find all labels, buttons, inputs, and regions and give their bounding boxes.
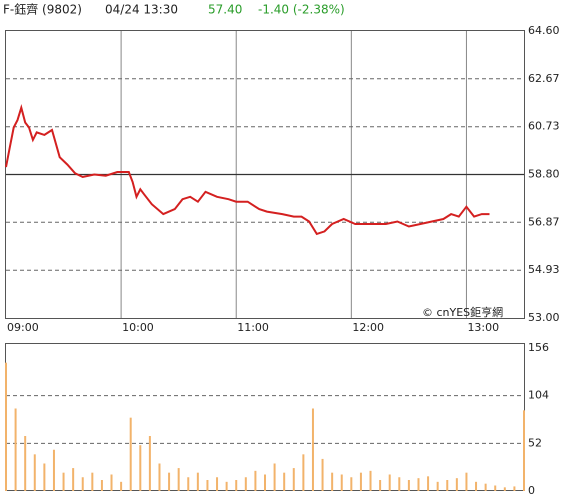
volume-bar — [244, 477, 247, 491]
volume-bar — [513, 486, 516, 491]
y-tick-label: 53.00 — [528, 311, 560, 324]
volume-bar — [216, 477, 219, 491]
x-tick-label: 10:00 — [122, 321, 154, 334]
volume-bar — [206, 480, 209, 491]
volume-bar — [455, 478, 458, 491]
y-tick-label: 64.60 — [528, 24, 560, 37]
volume-bar — [187, 477, 190, 491]
volume-bar — [14, 408, 17, 491]
y-tick-label: 0 — [528, 484, 535, 497]
price-change: -1.40 (-2.38%) — [258, 3, 345, 17]
volume-bar — [484, 483, 487, 491]
price-line — [5, 104, 490, 236]
volume-bar — [379, 480, 382, 491]
volume-bar — [446, 480, 449, 491]
volume-bar — [177, 468, 180, 491]
volume-bar — [110, 474, 113, 491]
volume-bar — [523, 410, 525, 491]
volume-bar — [388, 474, 391, 491]
volume-bar — [129, 417, 132, 491]
x-tick-label: 13:00 — [467, 321, 499, 334]
symbol: F-鈺齊 (9802) — [3, 2, 82, 17]
volume-bar — [148, 436, 151, 491]
volume-bar — [494, 485, 497, 491]
y-tick-label: 58.80 — [528, 168, 560, 181]
volume-frame — [5, 343, 525, 491]
volume-bar — [62, 472, 65, 491]
volume-bar — [302, 454, 305, 491]
volume-bar — [359, 472, 362, 491]
x-tick-label: 09:00 — [7, 321, 39, 334]
volume-bar — [33, 454, 36, 491]
volume-bar — [417, 478, 420, 491]
y-tick-label: 156 — [528, 341, 549, 354]
volume-bar — [427, 476, 430, 491]
volume-bar — [120, 481, 123, 491]
volume-bar — [340, 474, 343, 491]
volume-bar — [311, 408, 314, 491]
volume-bar — [369, 470, 372, 491]
y-tick-label: 60.73 — [528, 120, 560, 133]
watermark: © cnYES鉅亨網 — [422, 305, 503, 319]
y-tick-label: 62.67 — [528, 72, 560, 85]
volume-bar — [331, 472, 334, 491]
volume-bar — [503, 487, 506, 491]
volume-bar — [100, 480, 103, 491]
volume-bar — [350, 477, 353, 491]
volume-bar — [52, 449, 55, 491]
volume-bar — [436, 481, 439, 491]
volume-bar — [72, 468, 75, 491]
volume-bar — [254, 470, 257, 491]
volume-bar — [196, 472, 199, 491]
volume-bar — [407, 480, 410, 491]
volume-bar — [283, 472, 286, 491]
y-tick-label: 56.87 — [528, 215, 560, 228]
x-tick-label: 11:00 — [237, 321, 269, 334]
volume-bar — [43, 463, 46, 491]
volume-bar — [225, 481, 228, 491]
volume-bar — [5, 362, 7, 491]
volume-bar — [158, 463, 161, 491]
volume-bar — [465, 472, 468, 491]
last-price: 57.40 — [208, 3, 242, 17]
volume-bar — [398, 477, 401, 491]
volume-bar — [264, 474, 266, 491]
volume-bar — [292, 468, 295, 491]
datetime: 04/24 13:30 — [105, 3, 178, 17]
volume-bar — [91, 472, 94, 491]
volume-bar — [81, 477, 84, 491]
price-frame — [5, 30, 525, 319]
y-tick-label: 54.93 — [528, 263, 560, 276]
volume-bar — [139, 445, 142, 491]
volume-bar — [273, 463, 276, 491]
volume-bar — [475, 481, 478, 491]
volume-bar — [235, 480, 238, 491]
y-tick-label: 52 — [528, 436, 542, 449]
y-tick-label: 104 — [528, 389, 549, 402]
x-tick-label: 12:00 — [352, 321, 384, 334]
volume-bar — [24, 436, 27, 491]
volume-bar — [168, 472, 171, 491]
volume-bar — [321, 458, 324, 491]
